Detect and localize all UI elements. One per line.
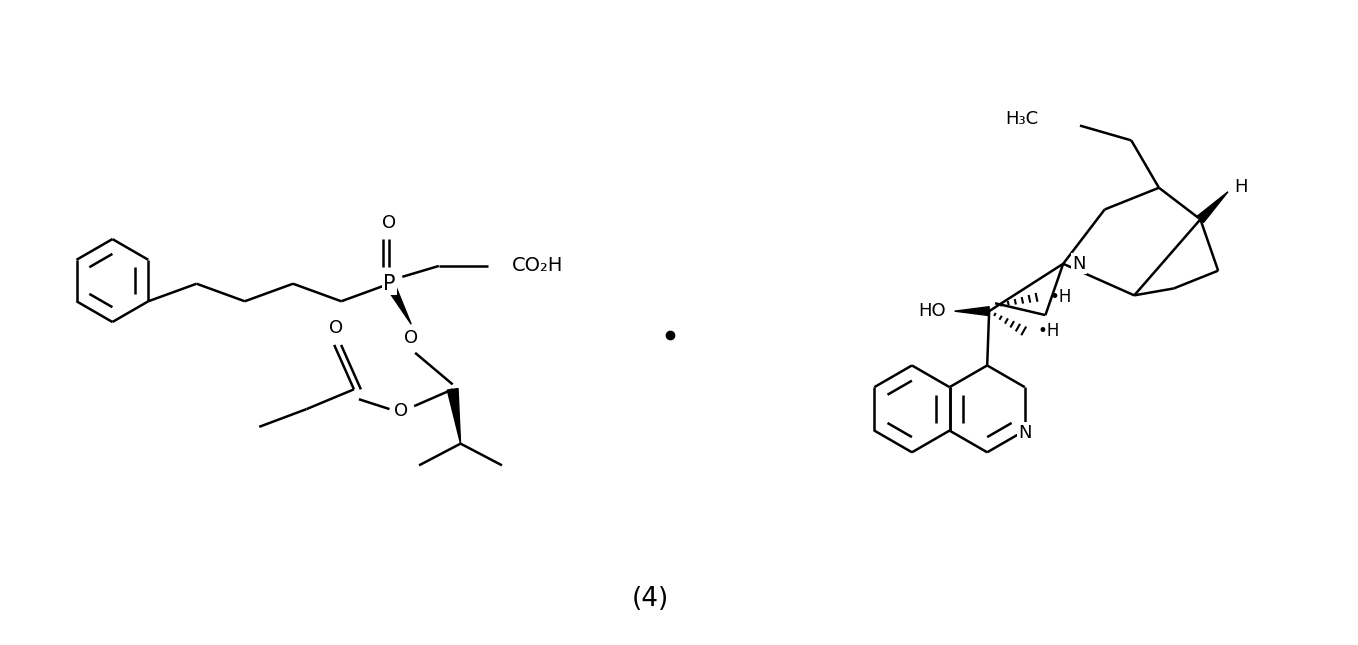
Text: N: N — [1018, 424, 1032, 442]
Text: HO: HO — [918, 302, 945, 320]
Text: CO₂H: CO₂H — [512, 257, 564, 275]
Text: •H: •H — [1050, 288, 1071, 306]
Text: •H: •H — [1038, 322, 1059, 340]
Text: O: O — [383, 213, 397, 232]
Polygon shape — [386, 281, 411, 324]
Text: (4): (4) — [631, 586, 669, 612]
Text: P: P — [383, 273, 395, 293]
Text: O: O — [394, 402, 409, 420]
Text: N: N — [1073, 255, 1086, 273]
Polygon shape — [447, 388, 460, 444]
Text: O: O — [405, 329, 418, 347]
Text: O: O — [329, 319, 344, 337]
Text: H: H — [1234, 178, 1248, 196]
Polygon shape — [1198, 192, 1228, 223]
Polygon shape — [955, 307, 989, 315]
Text: H₃C: H₃C — [1005, 110, 1039, 128]
